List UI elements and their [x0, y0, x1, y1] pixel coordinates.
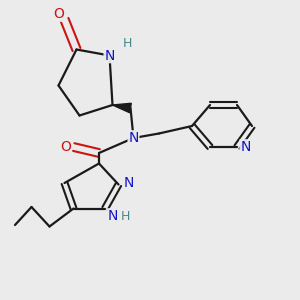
Text: N: N [107, 209, 118, 223]
Text: O: O [54, 7, 64, 21]
Text: O: O [61, 140, 71, 154]
Polygon shape [112, 103, 131, 113]
Text: N: N [104, 49, 115, 62]
Text: H: H [121, 209, 130, 223]
Text: H: H [123, 37, 132, 50]
Text: N: N [124, 176, 134, 190]
Text: N: N [128, 131, 139, 145]
Text: N: N [240, 140, 250, 154]
